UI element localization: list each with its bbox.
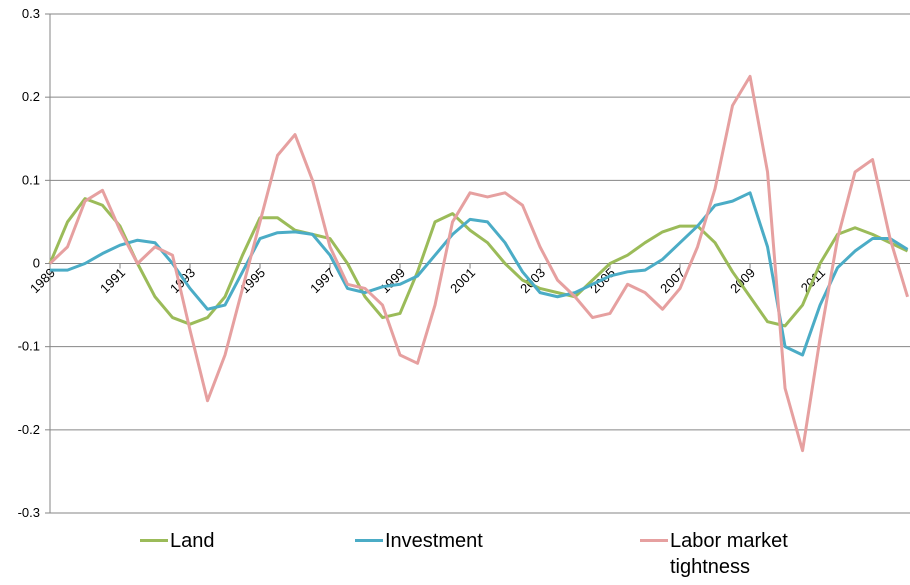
legend-item: Land: [140, 528, 340, 554]
legend-swatch: [640, 539, 668, 542]
legend-item: Investment: [355, 528, 555, 554]
x-tick-label: 2001: [447, 265, 478, 296]
x-tick-label: 1997: [307, 265, 338, 296]
y-tick-label: 0.3: [22, 6, 40, 21]
y-tick-label: 0: [33, 256, 40, 271]
y-tick-label: 0.1: [22, 172, 40, 187]
y-tick-label: -0.2: [18, 422, 40, 437]
series-line: [48, 74, 909, 453]
legend-label: Labor market tightness: [670, 530, 788, 578]
y-tick-label: -0.3: [18, 505, 40, 520]
legend-swatch: [355, 539, 383, 542]
legend-label: Investment: [385, 530, 483, 552]
series-line: [48, 197, 909, 328]
y-tick-label: 0.2: [22, 89, 40, 104]
x-tick-label: 1999: [377, 265, 408, 296]
legend-label: Land: [170, 530, 215, 552]
series-line: [50, 191, 909, 357]
y-tick-label: -0.1: [18, 339, 40, 354]
x-tick-label: 1991: [97, 265, 128, 296]
legend-item: Labor market tightness: [640, 528, 840, 580]
legend-swatch: [140, 539, 168, 542]
